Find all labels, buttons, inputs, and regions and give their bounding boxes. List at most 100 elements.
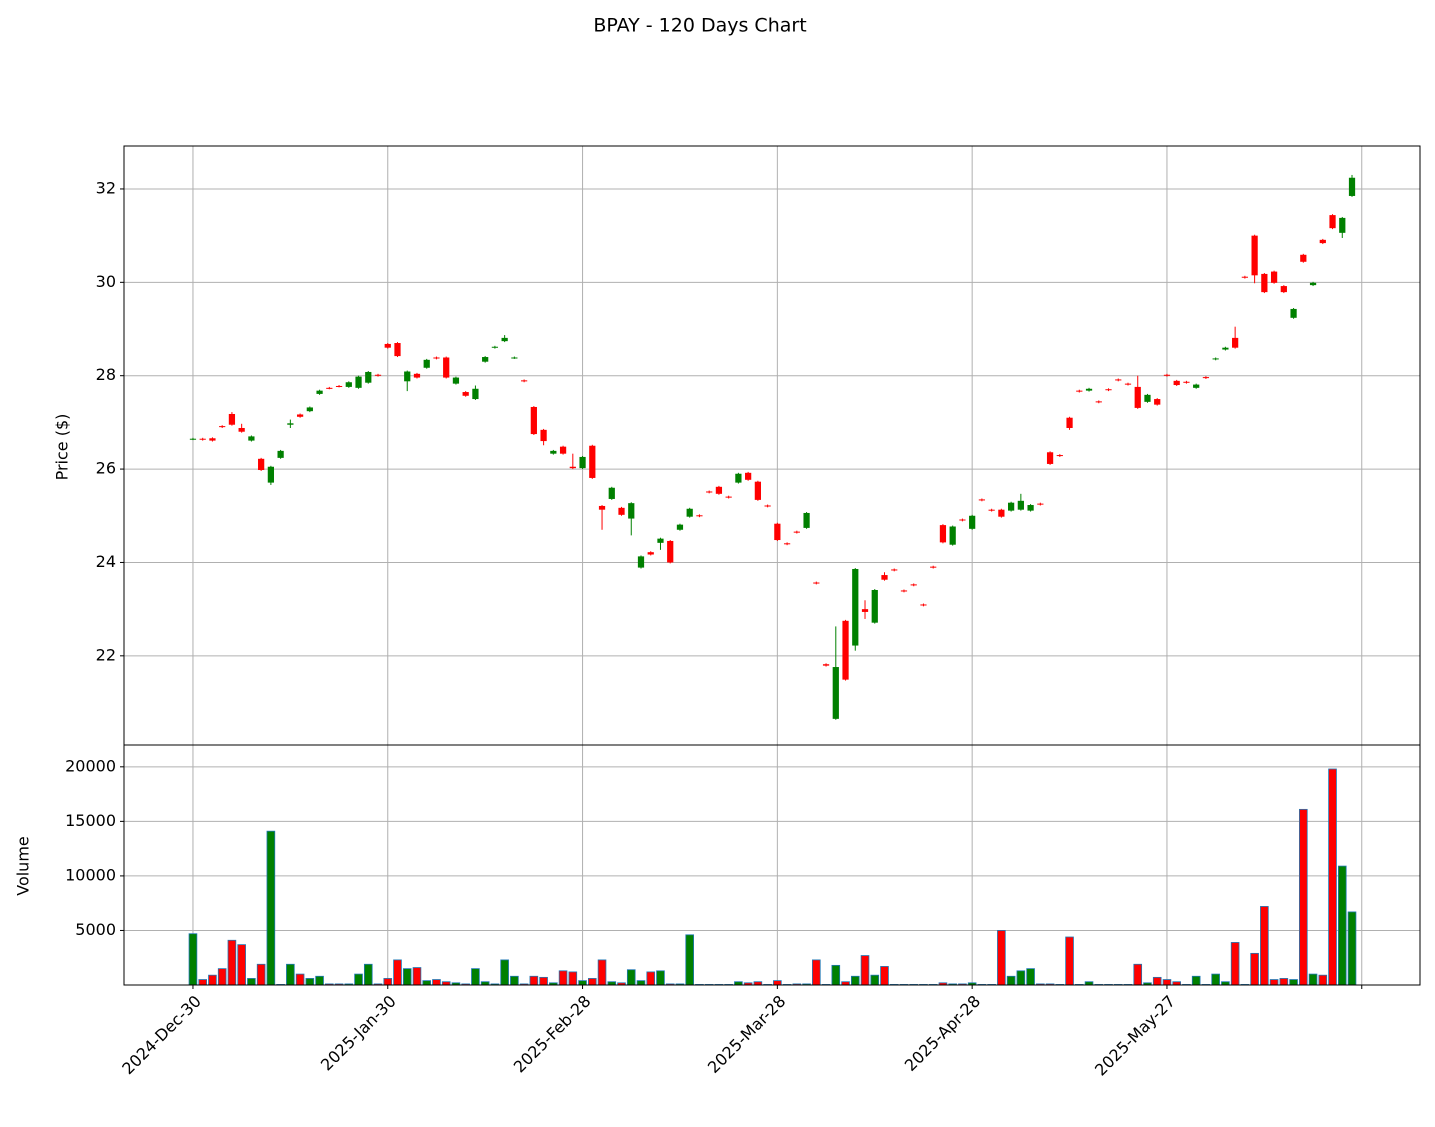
candle-body — [219, 426, 226, 428]
candle-body — [1222, 347, 1229, 350]
candle-body — [696, 515, 703, 517]
candle-body — [1232, 337, 1239, 348]
candle-body — [1134, 386, 1141, 408]
candle-body — [443, 357, 450, 378]
chart-title: BPAY - 120 Days Chart — [593, 15, 806, 37]
y-tick-label: 15000 — [65, 811, 116, 830]
y-tick-label: 24 — [96, 552, 116, 571]
candle-body — [365, 371, 372, 383]
candle-body — [1183, 381, 1190, 383]
candle-body — [900, 590, 908, 592]
candle-body — [1017, 500, 1024, 510]
volume-bar — [1347, 911, 1357, 986]
candle-body — [1037, 503, 1044, 505]
candle-body — [462, 392, 469, 396]
candle-body — [988, 509, 995, 511]
volume-bar — [1299, 808, 1308, 986]
candle-body — [384, 343, 391, 348]
candle-body — [1066, 417, 1073, 428]
volume-bar — [266, 830, 276, 986]
candle-body — [326, 387, 333, 389]
candle-body — [491, 346, 499, 348]
volume-bar — [1026, 968, 1035, 986]
y-tick-label: 22 — [96, 645, 116, 664]
candle-body — [891, 569, 898, 571]
candle-body — [589, 445, 596, 478]
volume-bar — [646, 971, 656, 986]
candle-body — [1124, 383, 1132, 385]
candle-body — [998, 509, 1005, 517]
y-tick-label: 20000 — [65, 756, 116, 775]
candle-body — [647, 552, 654, 555]
candle-body — [413, 373, 421, 378]
candle-body — [1076, 390, 1083, 392]
volume-bar — [510, 975, 519, 986]
candle-body — [803, 512, 810, 528]
volume-bar — [831, 964, 841, 986]
candle-body — [754, 481, 761, 500]
y-tick-label: 26 — [96, 459, 116, 478]
candle-body — [1270, 271, 1278, 283]
candle-body — [969, 515, 976, 529]
volume-bar — [626, 969, 636, 986]
candle-body — [852, 568, 859, 646]
candle-body — [1007, 502, 1015, 511]
volume-bar — [850, 975, 860, 986]
candle-body — [1212, 358, 1219, 360]
candle-body — [1163, 374, 1171, 376]
candle-body — [433, 357, 440, 359]
candle-body — [1290, 308, 1297, 318]
volume-bar — [188, 933, 198, 986]
candle-body — [706, 491, 713, 493]
candle-body — [628, 503, 635, 519]
candle-body — [1251, 235, 1258, 276]
volume-bar — [315, 975, 324, 986]
volume-bar — [402, 968, 412, 986]
candle-body — [783, 543, 791, 545]
candle-body — [482, 357, 489, 362]
candle-body — [1202, 377, 1210, 379]
volume-frame — [123, 744, 1421, 986]
candle-body — [238, 427, 245, 432]
volume-bar — [432, 979, 441, 986]
volume-bar — [997, 930, 1006, 986]
candle-body — [248, 436, 255, 441]
volume-bar — [354, 973, 363, 986]
volume-bar — [880, 966, 889, 986]
candle-body — [1329, 215, 1336, 229]
volume-bar — [1260, 906, 1269, 986]
volume-bar — [1006, 975, 1016, 986]
volume-bar — [1308, 973, 1318, 986]
candle-body — [871, 589, 878, 623]
volume-axis-label: Volume — [14, 836, 33, 896]
volume-bar — [685, 934, 694, 986]
candle-body — [530, 406, 537, 435]
y-tick-label: 5000 — [75, 920, 116, 939]
volume-bar — [1016, 970, 1026, 986]
y-tick-label: 10000 — [65, 865, 116, 884]
candle-body — [394, 343, 401, 357]
volume-bar — [870, 974, 880, 986]
candle-body — [1027, 505, 1034, 511]
x-tick-label: 2025-Mar-28 — [704, 992, 789, 1077]
candle-body — [306, 407, 313, 412]
volume-bar — [363, 963, 373, 986]
volume-bar — [305, 978, 315, 986]
x-tick-label: 2025-Feb-28 — [510, 992, 595, 1077]
candle-body — [1105, 389, 1112, 391]
volume-bar — [471, 968, 480, 986]
volume-bar — [1191, 975, 1201, 986]
candle-body — [1154, 399, 1161, 405]
candle-body — [1280, 286, 1287, 293]
candle-body — [1095, 401, 1102, 403]
candle-body — [501, 337, 508, 342]
volume-bar — [1279, 978, 1289, 986]
volume-bar — [539, 976, 548, 986]
candle-body — [667, 540, 674, 563]
volume-bar — [217, 968, 227, 986]
volume-bar — [568, 971, 578, 986]
candle-body — [277, 450, 284, 458]
candle-body — [1319, 239, 1326, 244]
candle-body — [959, 519, 966, 521]
